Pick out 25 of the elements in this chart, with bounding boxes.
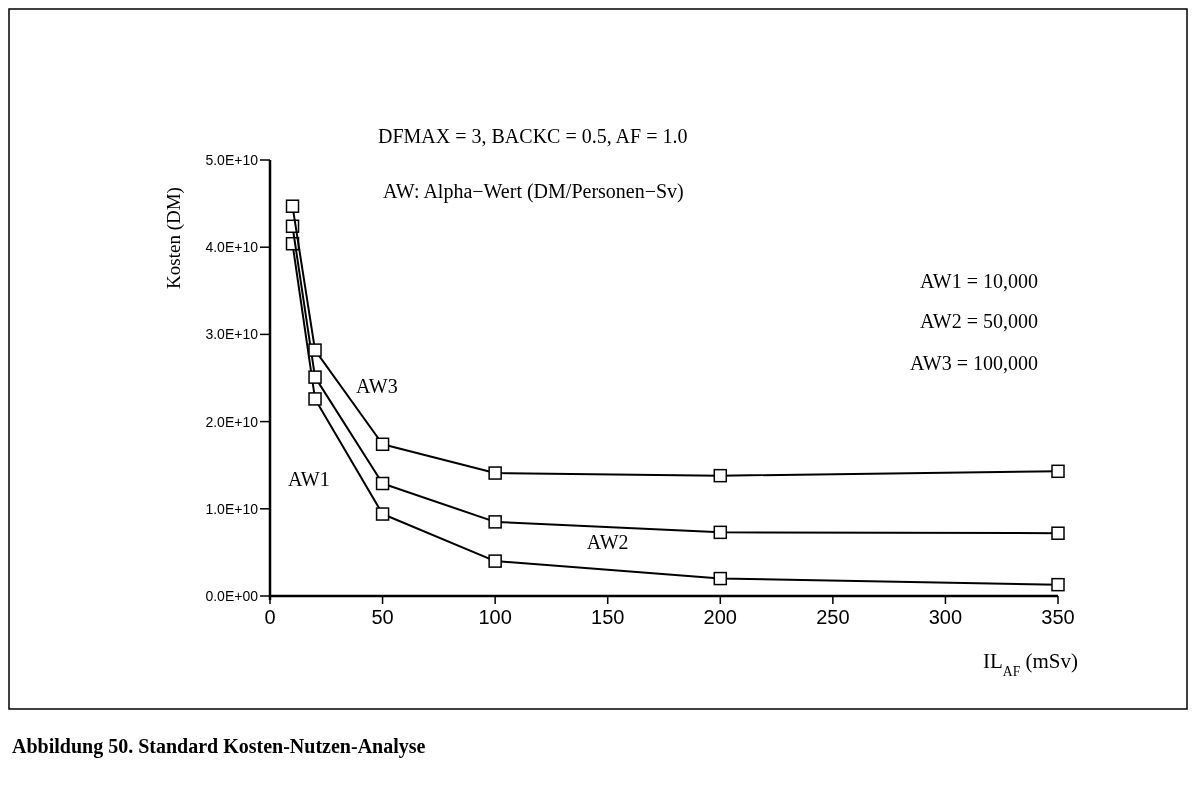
y-tick-label: 4.0E+10 bbox=[205, 239, 259, 256]
y-tick-label: 3.0E+10 bbox=[205, 326, 259, 343]
x-tick-label: 350 bbox=[1041, 606, 1075, 628]
text: DFMAX = 3, BACKC = 0.5, AF = 1.0 bbox=[378, 125, 688, 147]
annotation: AW2 = 50,000 bbox=[920, 310, 1038, 332]
y-tick-label: 0.0E+00 bbox=[205, 587, 259, 604]
annotation: AW1 = 10,000 bbox=[920, 270, 1038, 292]
x-tick-label: 50 bbox=[371, 606, 394, 628]
text: Abbildung 50. Standard Kosten-Nutzen-Analyse bbox=[12, 735, 426, 758]
series-label: AW3 bbox=[355, 375, 398, 398]
series-label: AW2 bbox=[586, 531, 629, 554]
x-tick-label: 0 bbox=[264, 606, 276, 628]
annotation: AW: Alpha−Wert (DM/Personen−Sv) bbox=[383, 180, 684, 203]
series-label: AW1 bbox=[287, 468, 330, 491]
x-tick-label: 300 bbox=[928, 606, 963, 628]
y-tick-label: 5.0E+10 bbox=[205, 151, 259, 168]
x-axis-title: IL$_{AF}$ (mSv) bbox=[982, 649, 1079, 679]
y-axis-title: Kosten (DM) bbox=[163, 187, 185, 289]
x-tick-label: 150 bbox=[591, 606, 625, 628]
x-tick-label: 250 bbox=[816, 606, 850, 628]
annotation: AW3 = 100,000 bbox=[910, 352, 1038, 374]
y-tick-label: 2.0E+10 bbox=[205, 413, 259, 430]
y-tick-label: 1.0E+10 bbox=[205, 500, 259, 517]
x-tick-label: 100 bbox=[478, 606, 512, 628]
x-tick-label: 200 bbox=[703, 606, 737, 628]
